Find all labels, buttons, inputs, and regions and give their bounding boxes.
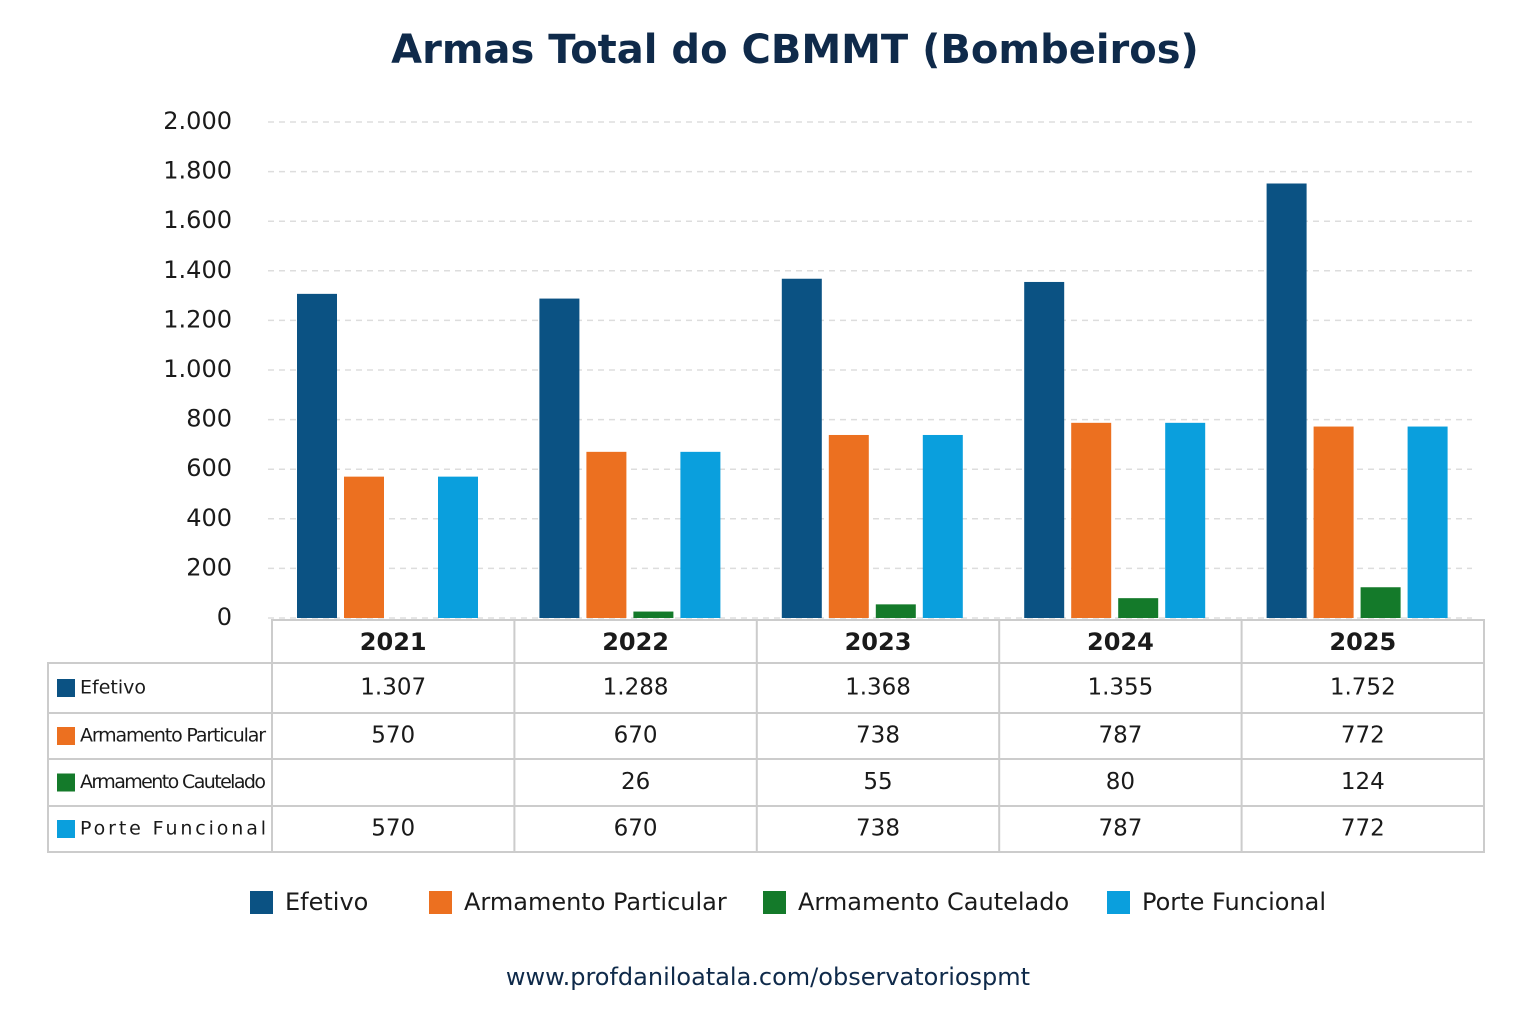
table-cell: 26 [621, 769, 650, 795]
table-row-label: Porte Funcional [80, 818, 266, 840]
table-cell: 1.307 [360, 675, 426, 701]
table-cell: 670 [614, 816, 658, 842]
table-cell: 55 [863, 769, 892, 795]
legend-swatch [1107, 891, 1130, 914]
legend-label: Armamento Particular [464, 888, 727, 916]
source: www.profdaniloatala.com/observatoriospmt [506, 963, 1030, 991]
table-cell: 570 [371, 816, 415, 842]
x-tick-label: 2023 [845, 628, 912, 656]
bar [1118, 598, 1159, 618]
table-cell: 738 [856, 723, 900, 749]
bar [680, 451, 721, 618]
table-cell: 1.752 [1330, 675, 1396, 701]
bar [633, 611, 674, 618]
table-legend-swatch [57, 820, 75, 838]
table-cell: 570 [371, 723, 415, 749]
x-tick-label: 2022 [602, 628, 669, 656]
y-tick-label: 600 [186, 454, 232, 482]
table-cell: 124 [1341, 769, 1385, 795]
table-cell: 787 [1098, 816, 1142, 842]
legend-label: Efetivo [285, 888, 368, 916]
bar [1313, 426, 1354, 618]
y-tick-label: 800 [186, 405, 232, 433]
table-cell: 1.368 [845, 675, 911, 701]
y-tick-label: 0 [217, 603, 232, 631]
bar [1024, 281, 1065, 618]
table-cell: 1.288 [603, 675, 669, 701]
x-tick-label: 2024 [1087, 628, 1154, 656]
table-legend-swatch [57, 727, 75, 745]
legend-swatch [763, 891, 786, 914]
bar [297, 293, 337, 618]
legend-label: Porte Funcional [1142, 888, 1326, 916]
bar [1266, 183, 1307, 618]
bar [1360, 587, 1401, 618]
y-tick-label: 1.000 [163, 355, 232, 383]
table-row-label: Armamento Cautelado [80, 771, 266, 793]
table-cell: 772 [1341, 816, 1385, 842]
table-row-label: Armamento Particular [80, 725, 266, 747]
table-cell: 670 [614, 723, 658, 749]
table-cell: 738 [856, 816, 900, 842]
table-row-label: Efetivo [80, 677, 146, 699]
table-legend-swatch [57, 773, 75, 792]
bar [875, 604, 916, 618]
table-cell: 772 [1341, 723, 1385, 749]
legend-swatch [250, 891, 273, 914]
table-cell: 80 [1106, 769, 1135, 795]
table-cell: 787 [1098, 723, 1142, 749]
table-legend-swatch [57, 679, 75, 697]
bar [922, 434, 963, 618]
table-cell: 1.355 [1087, 675, 1153, 701]
bar [1071, 422, 1112, 618]
x-tick-label: 2021 [360, 628, 427, 656]
bar [539, 298, 580, 618]
y-tick-label: 1.600 [163, 206, 232, 234]
x-tick-label: 2025 [1329, 628, 1396, 656]
table-body [47, 662, 1485, 853]
y-tick-label: 1.800 [163, 157, 232, 185]
bar [344, 476, 384, 618]
bar [781, 278, 822, 618]
bar [586, 451, 627, 618]
legend-swatch [429, 891, 452, 914]
y-tick-label: 200 [186, 553, 232, 581]
bar [828, 434, 869, 618]
y-tick-label: 1.200 [163, 305, 232, 333]
bar [1165, 422, 1206, 618]
bar [1407, 426, 1448, 618]
chart-title: Armas Total do CBMMT (Bombeiros) [391, 27, 1199, 73]
legend-label: Armamento Cautelado [798, 888, 1069, 916]
y-tick-label: 400 [186, 504, 232, 532]
y-tick-label: 1.400 [163, 256, 232, 284]
y-tick-label: 2.000 [163, 107, 232, 135]
bar [438, 476, 478, 618]
